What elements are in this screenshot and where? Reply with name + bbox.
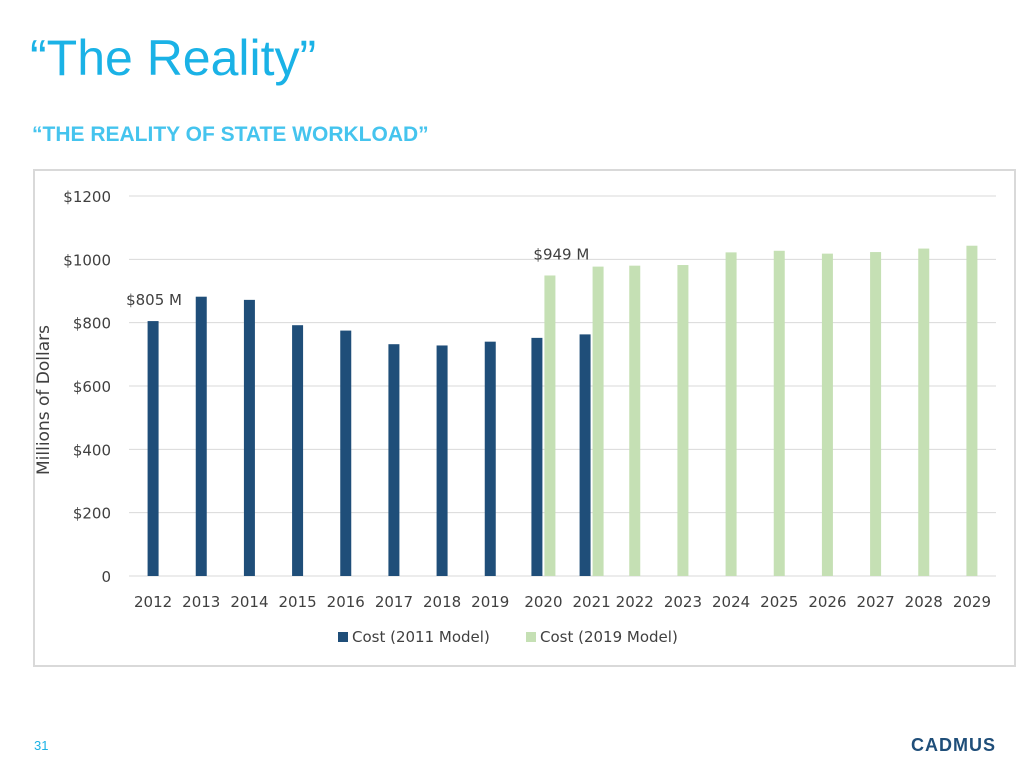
chart-frame: 0 $200 $400 $600 $800 $1000 $1200 2012 2013 2014… [33, 169, 1016, 667]
x-tick-label: 2012 [134, 593, 172, 611]
bar-cost-2019-model-2028 [918, 248, 930, 577]
x-tick-label: 2026 [808, 593, 846, 611]
x-tick-label: 2013 [182, 593, 220, 611]
bar-cost-2011-model-2012 [147, 321, 159, 576]
y-axis-ticks: 0 $200 $400 $600 $800 $1000 $1200 [63, 188, 111, 586]
bar-cost-2019-model-2021 [592, 266, 604, 576]
y-tick-label: $1000 [63, 251, 111, 269]
page-number: 31 [34, 738, 49, 753]
bar-cost-2011-model-2017 [388, 344, 400, 576]
x-tick-label: 2024 [712, 593, 750, 611]
bar-cost-2019-model-2026 [821, 253, 833, 576]
x-tick-label: 2016 [327, 593, 365, 611]
x-tick-label: 2019 [471, 593, 509, 611]
bar-cost-2011-model-2016 [340, 330, 352, 576]
bar-cost-2011-model-2021 [579, 334, 591, 576]
bar-cost-2011-model-2019 [484, 341, 496, 576]
x-tick-label: 2020 [524, 593, 562, 611]
legend-swatch [526, 632, 536, 642]
bar-cost-2011-model-2020 [531, 337, 543, 576]
slide-title: “The Reality” [30, 30, 317, 86]
x-tick-label: 2027 [856, 593, 894, 611]
y-tick-label: $600 [73, 378, 111, 396]
bar-cost-2011-model-2018 [436, 345, 448, 576]
legend-label: Cost (2011 Model) [352, 628, 490, 646]
y-tick-label: $800 [73, 315, 111, 333]
grid-lines [129, 195, 996, 577]
x-tick-label: 2021 [572, 593, 610, 611]
x-tick-label: 2014 [230, 593, 268, 611]
bar-cost-2019-model-2020 [544, 275, 556, 576]
bar-cost-2011-model-2013 [195, 296, 207, 576]
x-tick-label: 2025 [760, 593, 798, 611]
y-tick-label: $200 [73, 505, 111, 523]
x-axis-ticks: 2012 2013 2014 2015 2016 2017 2018 2019 2020 2021… [134, 593, 991, 611]
y-tick-label: $1200 [63, 188, 111, 206]
y-tick-label: 0 [101, 568, 111, 586]
brand-logo: CADMUS [911, 735, 996, 755]
data-label: $949 M [533, 245, 589, 263]
bar-cost-2019-model-2025 [773, 250, 785, 576]
x-tick-label: 2022 [616, 593, 654, 611]
bar-cost-2011-model-2014 [243, 299, 255, 576]
bars [147, 245, 978, 577]
slide-subtitle: “THE REALITY OF STATE WORKLOAD” [32, 123, 429, 146]
bar-cost-2011-model-2015 [292, 325, 304, 576]
x-tick-label: 2023 [664, 593, 702, 611]
x-tick-label: 2018 [423, 593, 461, 611]
legend: Cost (2011 Model) Cost (2019 Model) [338, 628, 678, 646]
x-tick-label: 2015 [278, 593, 316, 611]
x-tick-label: 2017 [375, 593, 413, 611]
legend-label: Cost (2019 Model) [540, 628, 678, 646]
data-label: $805 M [126, 291, 182, 309]
y-axis-label: Millions of Dollars [35, 325, 54, 475]
bar-cost-2019-model-2024 [725, 252, 737, 576]
x-tick-label: 2028 [905, 593, 943, 611]
bar-cost-2019-model-2029 [966, 245, 978, 576]
x-tick-label: 2029 [953, 593, 991, 611]
bar-cost-2019-model-2022 [629, 265, 641, 576]
cost-bar-chart: 0 $200 $400 $600 $800 $1000 $1200 2012 2013 2014… [35, 188, 996, 646]
y-tick-label: $400 [73, 441, 111, 459]
legend-swatch [338, 632, 348, 642]
bar-cost-2019-model-2027 [870, 252, 882, 577]
annotations: $805 M $949 M [126, 245, 589, 309]
bar-cost-2019-model-2023 [677, 265, 689, 576]
